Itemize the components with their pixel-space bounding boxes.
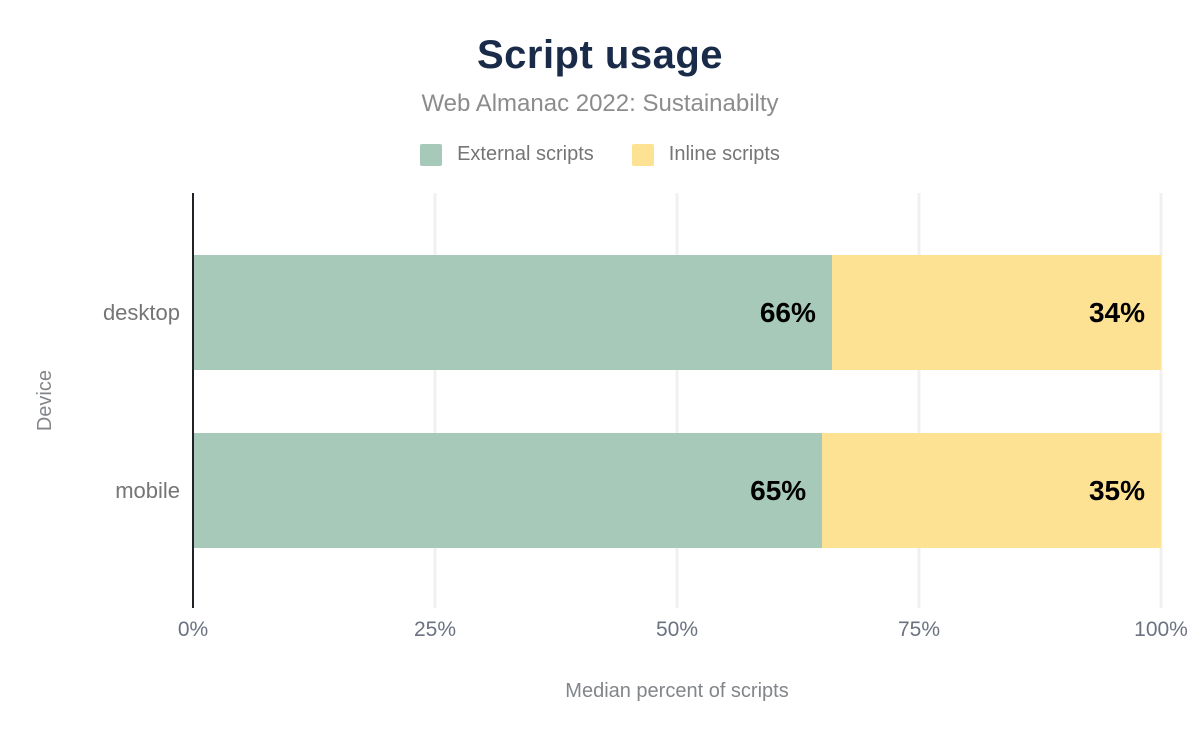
legend-item-external-scripts: External scripts — [420, 143, 594, 166]
x-axis-ticks: 0% 25% 50% 75% 100% — [178, 618, 1188, 644]
bar-value-label: 34% — [1088, 296, 1145, 328]
x-tick-100: 100% — [1134, 618, 1188, 641]
x-tick-50: 50% — [655, 618, 699, 641]
legend-item-inline-scripts: Inline scripts — [631, 143, 780, 166]
y-axis-line — [192, 193, 194, 608]
legend-swatch-external-scripts — [420, 143, 443, 166]
x-tick-25: 25% — [413, 618, 457, 641]
chart-title: Script usage — [476, 33, 724, 77]
bar-row: 65% 35% — [193, 433, 1161, 548]
category-label-desktop: desktop — [102, 299, 180, 325]
gridline-75 — [917, 193, 921, 608]
gridline-25 — [433, 193, 437, 608]
x-tick-75: 75% — [897, 618, 941, 641]
legend: External scripts Inline scripts — [0, 143, 1200, 166]
legend-label-inline-scripts: Inline scripts — [668, 143, 780, 165]
chart-subtitle: Web Almanac 2022: Sustainabilty — [421, 90, 779, 117]
category-label-mobile: mobile — [115, 477, 180, 503]
category-labels: desktop mobile — [0, 193, 180, 608]
gridline-50 — [675, 193, 679, 608]
bar-segment-external-scripts-desktop: 66% — [193, 255, 832, 370]
bar-segment-external-scripts-mobile: 65% — [193, 433, 823, 548]
gridline-100 — [1159, 193, 1163, 608]
bar-value-label: 35% — [1088, 474, 1145, 506]
bar-segment-inline-scripts-mobile: 35% — [822, 433, 1161, 548]
legend-swatch-inline-scripts — [631, 143, 654, 166]
x-tick-0: 0% — [177, 618, 209, 641]
plot-area: 66% 34% 65% 35% — [192, 193, 1163, 608]
bar-row: 66% 34% — [193, 255, 1161, 370]
bar-value-label: 65% — [750, 474, 807, 506]
bar-value-label: 66% — [759, 296, 816, 328]
legend-label-external-scripts: External scripts — [457, 143, 594, 165]
bar-segment-inline-scripts-desktop: 34% — [831, 255, 1161, 370]
x-axis-title: Median percent of scripts — [565, 680, 789, 702]
